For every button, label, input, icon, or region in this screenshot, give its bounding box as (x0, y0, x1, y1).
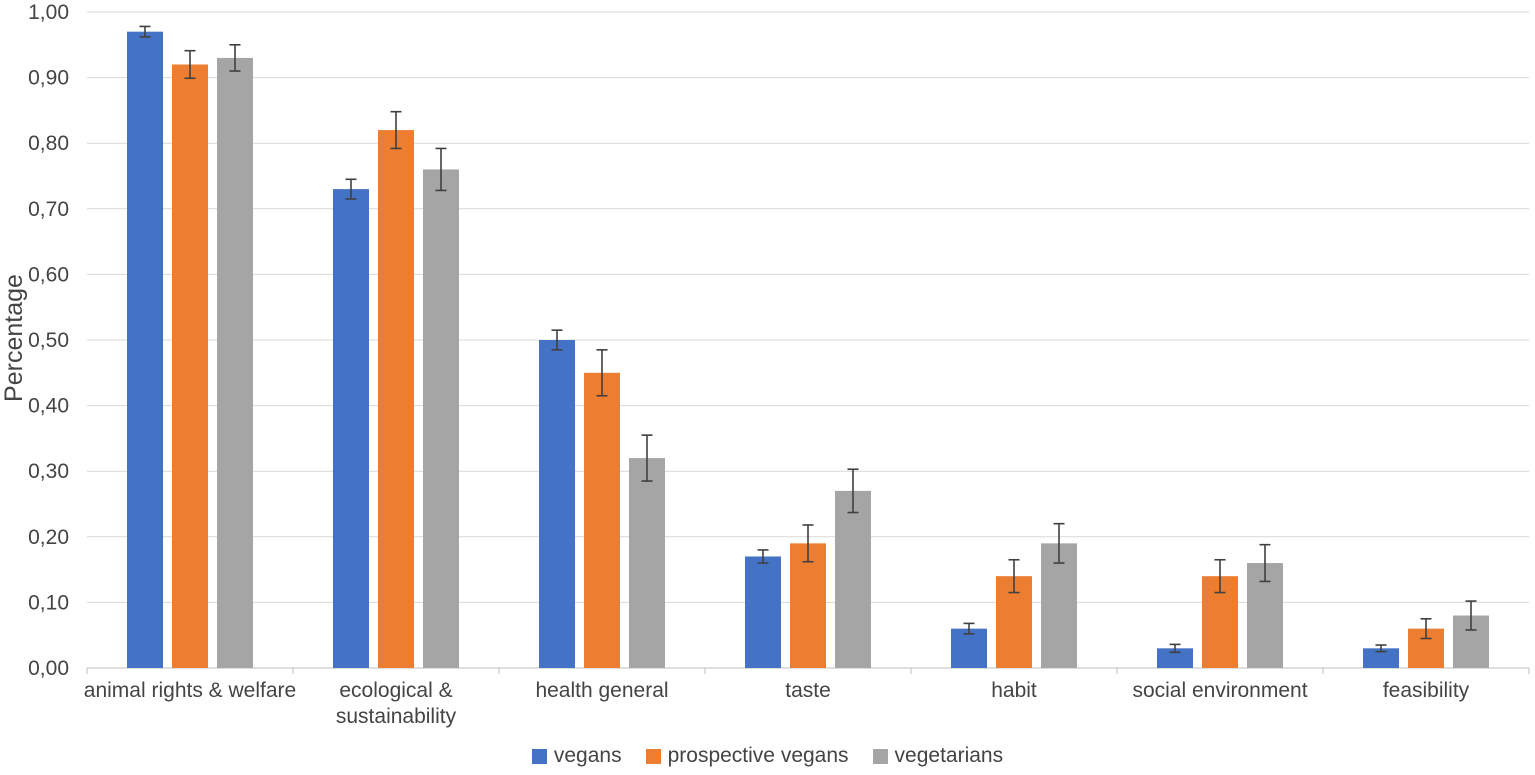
error-bar-prospective-vegans-health-general (596, 349, 608, 397)
bar-vegetarians-animal-rights-and-welfare (217, 57, 253, 669)
error-bar-prospective-vegans-habit (1008, 558, 1020, 594)
x-category-label-social-environment: social environment (1132, 679, 1307, 702)
bar-vegans-habit (951, 628, 987, 668)
y-axis-title: Percentage (0, 274, 28, 402)
bar-vegans-animal-rights-and-welfare (127, 31, 163, 669)
error-bar-vegans-animal-rights-and-welfare (139, 25, 151, 38)
y-tick-label: 0,20 (28, 526, 69, 549)
bar-prospective-vegans-animal-rights-and-welfare (172, 64, 208, 669)
gridlines (87, 11, 1529, 603)
y-tick-label: 0,30 (28, 460, 69, 483)
legend: vegans prospective vegans vegetarians (0, 744, 1535, 768)
error-bar-vegetarians-feasibility (1465, 600, 1477, 631)
x-category-label-habit: habit (991, 679, 1037, 702)
bars (127, 31, 1489, 669)
error-bar-prospective-vegans-social-environment (1214, 558, 1226, 594)
y-tick-labels: 0,00 0,10 0,20 0,30 0,40 0,50 0,60 0,70 0,80 0,90… (28, 1, 69, 680)
x-category-label-ecological-and-sustainability: sustainability (336, 705, 457, 728)
legend-label-vegans: vegans (553, 744, 622, 767)
x-category-label-ecological-and-sustainability: ecological & (339, 679, 452, 702)
y-tick-label: 0,40 (28, 395, 69, 418)
bar-vegetarians-taste (835, 490, 871, 668)
error-bar-prospective-vegans-ecological-and-sustainability (390, 110, 402, 150)
error-bars (139, 25, 1477, 654)
x-category-label-health-general: health general (535, 679, 668, 702)
x-category-label-feasibility: feasibility (1383, 679, 1470, 702)
bar-vegans-social-environment (1157, 648, 1193, 668)
x-category-label-taste: taste (785, 679, 831, 702)
y-tick-label: 0,80 (28, 132, 69, 155)
bar-vegans-health-general (539, 340, 575, 668)
error-bar-vegans-ecological-and-sustainability (345, 178, 357, 200)
bar-vegetarians-ecological-and-sustainability (423, 169, 459, 668)
error-bar-vegans-social-environment (1169, 643, 1181, 654)
error-bar-prospective-vegans-taste (802, 524, 814, 563)
legend-item-prospective-vegans: prospective vegans (645, 744, 849, 768)
bar-vegans-feasibility (1363, 648, 1399, 668)
bar-vegans-taste (745, 556, 781, 668)
error-bar-vegetarians-health-general (641, 434, 653, 482)
y-tick-label: 0,00 (28, 657, 69, 680)
error-bar-prospective-vegans-feasibility (1420, 617, 1432, 640)
error-bar-vegans-taste (757, 549, 769, 564)
x-category-label-animal-rights-and-welfare: animal rights & welfare (84, 679, 296, 702)
error-bar-vegetarians-ecological-and-sustainability (435, 147, 447, 192)
x-axis-line (86, 667, 1530, 674)
error-bar-vegetarians-habit (1053, 522, 1065, 564)
error-bar-prospective-vegans-animal-rights-and-welfare (184, 49, 196, 80)
bar-vegetarians-health-general (629, 458, 665, 668)
y-tick-label: 0,60 (28, 263, 69, 286)
legend-swatch-vegetarians (872, 748, 888, 764)
legend-item-vegans: vegans (531, 744, 622, 768)
error-bar-vegetarians-animal-rights-and-welfare (229, 43, 241, 72)
bar-vegans-ecological-and-sustainability (333, 189, 369, 668)
y-tick-label: 0,90 (28, 67, 69, 90)
bar-prospective-vegans-ecological-and-sustainability (378, 130, 414, 668)
error-bar-vegans-habit (963, 622, 975, 635)
error-bar-vegetarians-social-environment (1259, 543, 1271, 583)
error-bar-vegetarians-taste (847, 468, 859, 514)
bar-prospective-vegans-health-general (584, 372, 620, 668)
bar-prospective-vegans-taste (790, 543, 826, 668)
error-bar-vegans-health-general (551, 329, 563, 351)
bar-vegetarians-habit (1041, 543, 1077, 668)
legend-item-vegetarians: vegetarians (872, 744, 1004, 768)
x-category-labels: animal rights & welfare ecological & susta… (84, 679, 1470, 728)
error-bar-vegans-feasibility (1375, 644, 1387, 653)
legend-swatch-vegans (531, 748, 547, 764)
legend-label-vegetarians: vegetarians (894, 744, 1004, 767)
y-tick-label: 1,00 (28, 1, 69, 24)
y-tick-label: 0,70 (28, 198, 69, 221)
legend-swatch-prospective-vegans (645, 748, 661, 764)
y-tick-label: 0,10 (28, 591, 69, 614)
legend-label-prospective-vegans: prospective vegans (667, 744, 849, 767)
y-tick-label: 0,50 (28, 329, 69, 352)
